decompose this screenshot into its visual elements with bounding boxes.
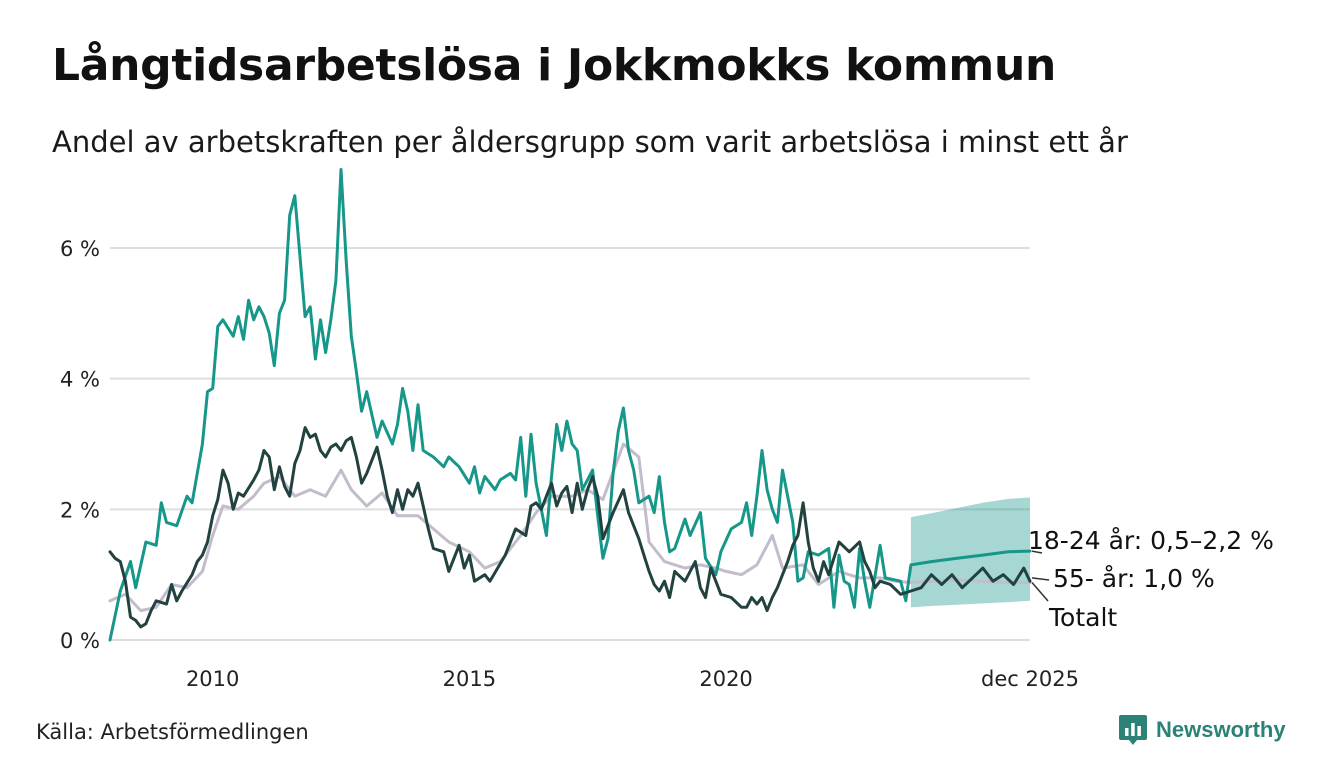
label-leader-senior bbox=[1032, 578, 1049, 580]
label-leader-total bbox=[1032, 582, 1048, 601]
end-labels: 18-24 år: 0,5–2,2 % 55- år: 1,0 % Totalt bbox=[1028, 526, 1274, 632]
brand-logo[interactable]: Newsworthy bbox=[1118, 714, 1286, 746]
x-tick-label: 2020 bbox=[699, 667, 752, 691]
series-line-youth bbox=[110, 170, 1030, 641]
source-note: Källa: Arbetsförmedlingen bbox=[36, 720, 309, 744]
x-tick-label: dec 2025 bbox=[981, 667, 1079, 691]
x-tick-label: 2010 bbox=[186, 667, 239, 691]
line-chart: 0 % 2 % 4 % 6 % 2010 2015 2020 dec 2025 18-24 … bbox=[0, 0, 1340, 780]
y-tick-label: 6 % bbox=[60, 237, 100, 261]
y-tick-label: 2 % bbox=[60, 498, 100, 522]
series-line-senior bbox=[110, 428, 1030, 627]
y-axis-labels: 0 % 2 % 4 % 6 % bbox=[60, 237, 100, 653]
brand-name: Newsworthy bbox=[1156, 717, 1286, 743]
y-tick-label: 0 % bbox=[60, 629, 100, 653]
x-axis-labels: 2010 2015 2020 dec 2025 bbox=[186, 667, 1079, 691]
end-label-senior: 55- år: 1,0 % bbox=[1053, 564, 1215, 593]
y-tick-label: 4 % bbox=[60, 368, 100, 392]
series-layer bbox=[110, 170, 1030, 641]
end-label-total: Totalt bbox=[1048, 603, 1117, 632]
end-label-youth: 18-24 år: 0,5–2,2 % bbox=[1028, 526, 1274, 555]
bar-chart-icon bbox=[1118, 714, 1148, 746]
x-tick-label: 2015 bbox=[443, 667, 496, 691]
